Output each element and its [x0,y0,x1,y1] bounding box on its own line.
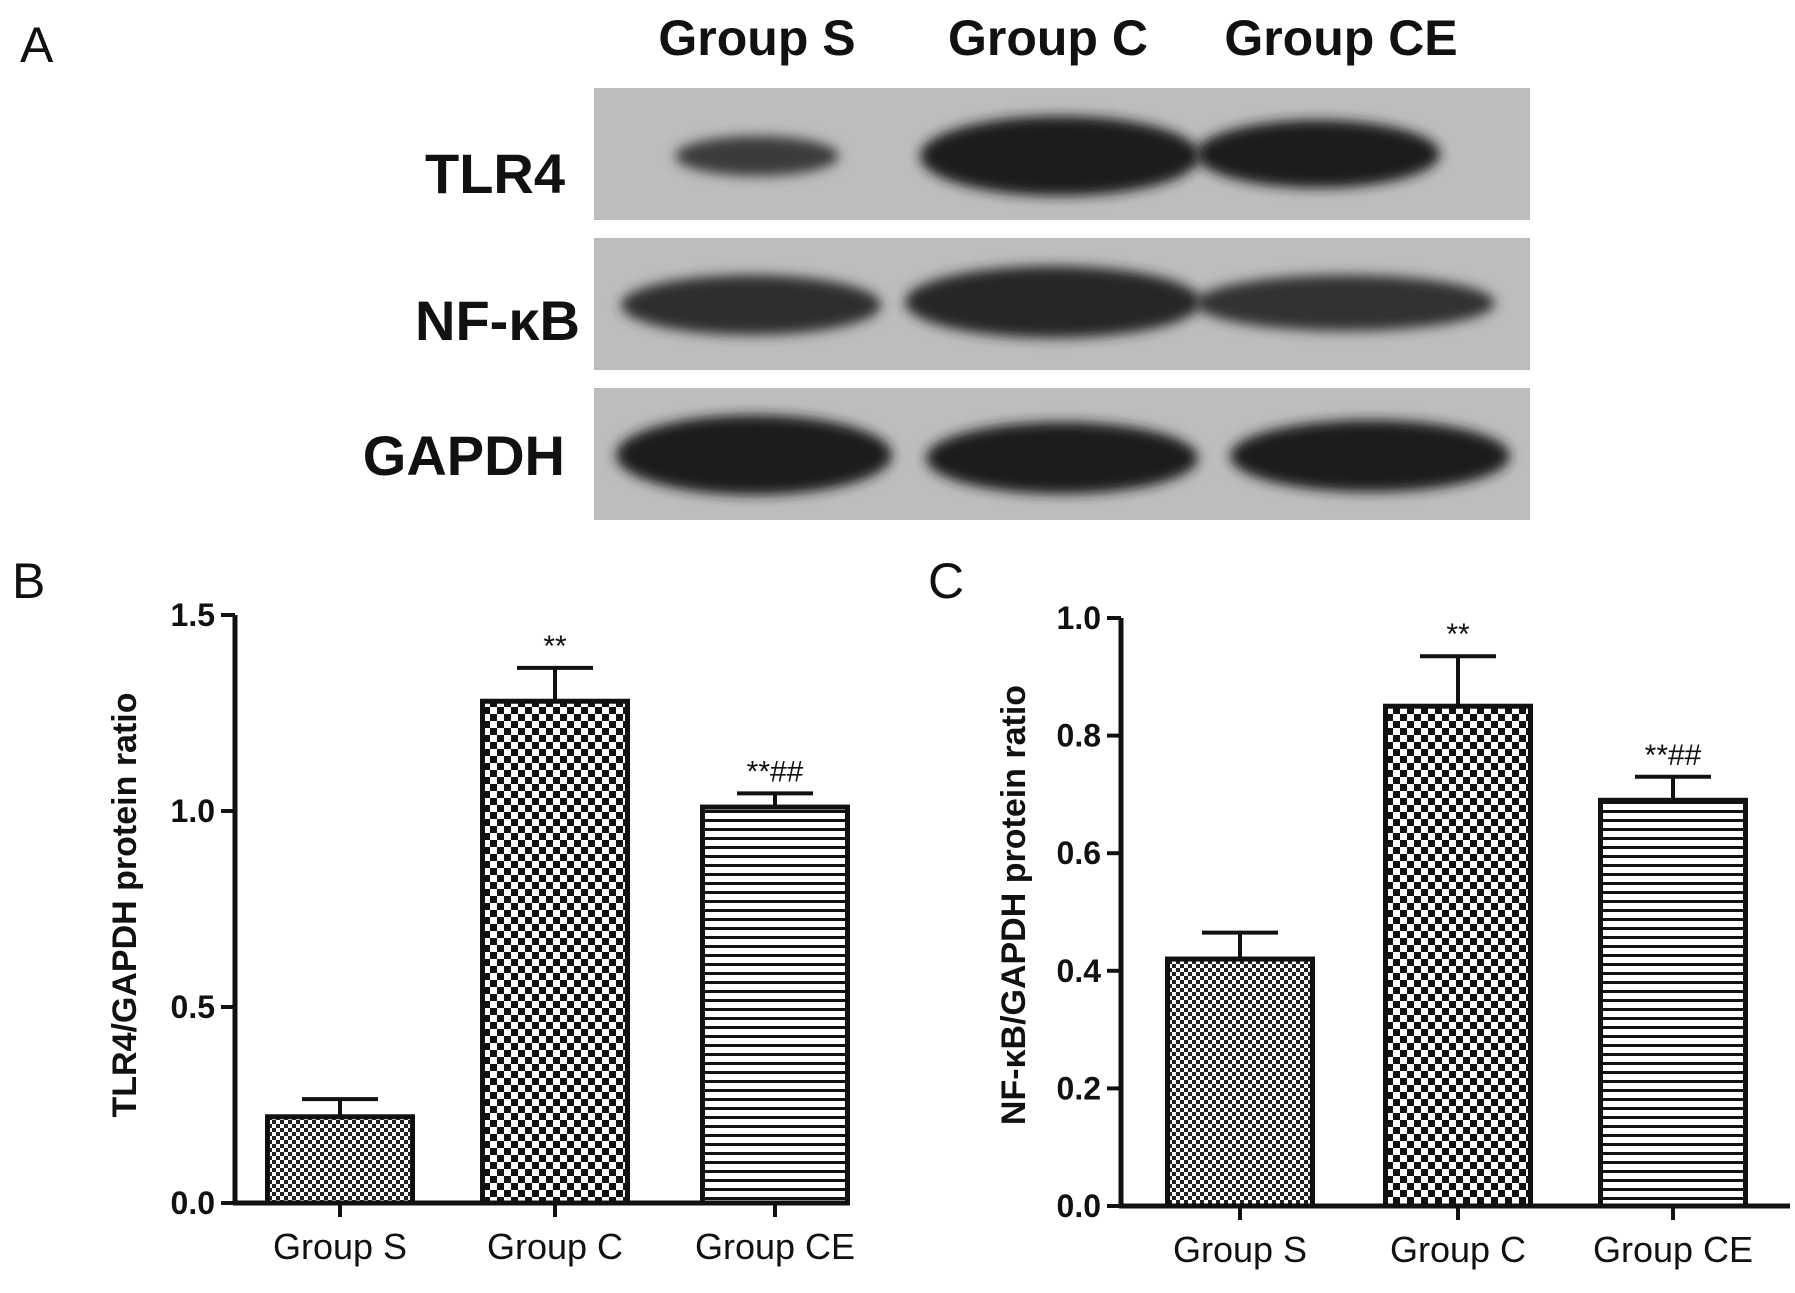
chart-c-y-tick-label: 0.2 [1057,1070,1101,1106]
chart-c-y-tick-label: 0.8 [1057,718,1101,754]
chart-c-x-tick-label-2: Group C [1390,1229,1526,1270]
blot-band-gapdh-group-c [926,422,1198,494]
chart-b-x-tick-label-3: Group CE [695,1226,855,1267]
blot-row-label-tlr4: TLR4 [425,142,565,205]
chart-c-x-tick-label-1: Group S [1173,1229,1307,1270]
chart-b-y-tick-label: 0.0 [171,1185,215,1221]
chart-c-y-tick-label: 0.6 [1057,835,1101,871]
chart-c-significance-label-3: **## [1645,739,1702,772]
chart-c-y-tick-label: 1.0 [1057,600,1101,636]
chart-c-x-tick-label-3: Group CE [1593,1229,1753,1270]
panel-letter-b: B [12,553,45,609]
bar-chart-tlr4: TLR4/GAPDH protein ratio 0.0 0.5 1.0 1.5 Gro… [106,597,855,1267]
western-blot: Group S Group C Group CE TLR4 NF-κB GAPD… [363,10,1530,520]
blot-band-tlr4-group-c [920,116,1200,196]
chart-c-significance-label-2: ** [1446,618,1470,651]
chart-b-x-tick-label-1: Group S [273,1226,407,1267]
chart-c-marks: 0.0 0.2 0.4 0.6 0.8 1.0 Group S Group C ** Group … [1057,600,1790,1270]
chart-b-bar-1 [265,1114,415,1206]
panel-letter-a: A [20,17,54,73]
chart-c-bar-1 [1165,956,1315,1209]
blot-band-gapdh-group-s [616,415,892,495]
chart-b-significance-label-3: **## [747,755,804,788]
chart-b-significance-label-2: ** [543,630,567,663]
blot-lane-label-group-s: Group S [658,10,855,66]
blot-band-gapdh-group-ce [1230,420,1510,492]
blot-band-nfkb-group-ce [1195,275,1495,331]
blot-band-nfkb-group-s [621,275,881,335]
chart-b-marks: 0.0 0.5 1.0 1.5 Group S Group C ** Group CE **## [171,597,856,1267]
blot-lane-label-group-ce: Group CE [1224,10,1457,66]
blot-row-label-gapdh: GAPDH [363,424,565,487]
chart-b-y-tick-label: 1.0 [171,793,215,829]
panel-letter-c: C [928,553,964,609]
blot-row-label-nfkb: NF-κB [415,289,580,352]
chart-b-y-tick-label: 0.5 [171,989,215,1025]
bar-chart-nfkb: NF-κB/GAPDH protein ratio 0.00.20.40.60.… [995,600,1790,1270]
chart-c-y-axis-title: NF-κB/GAPDH protein ratio [995,685,1033,1125]
chart-b-y-axis-title: TLR4/GAPDH protein ratio [106,692,144,1117]
chart-c-bar-2 [1383,703,1533,1209]
chart-b-bar-3 [700,804,850,1206]
blot-band-tlr4-group-ce [1196,120,1440,188]
chart-c-y-tick-label: 0.4 [1057,953,1102,989]
blot-lane-label-group-c: Group C [948,10,1148,66]
chart-b-y-tick-label: 1.5 [171,597,215,633]
chart-b-bar-2 [480,698,630,1206]
blot-band-tlr4-group-s [675,136,839,176]
chart-c-bar-3 [1598,797,1748,1209]
blot-band-nfkb-group-c [905,266,1201,338]
chart-b-x-tick-label-2: Group C [487,1226,623,1267]
chart-c-y-tick-label: 0.0 [1057,1188,1101,1224]
